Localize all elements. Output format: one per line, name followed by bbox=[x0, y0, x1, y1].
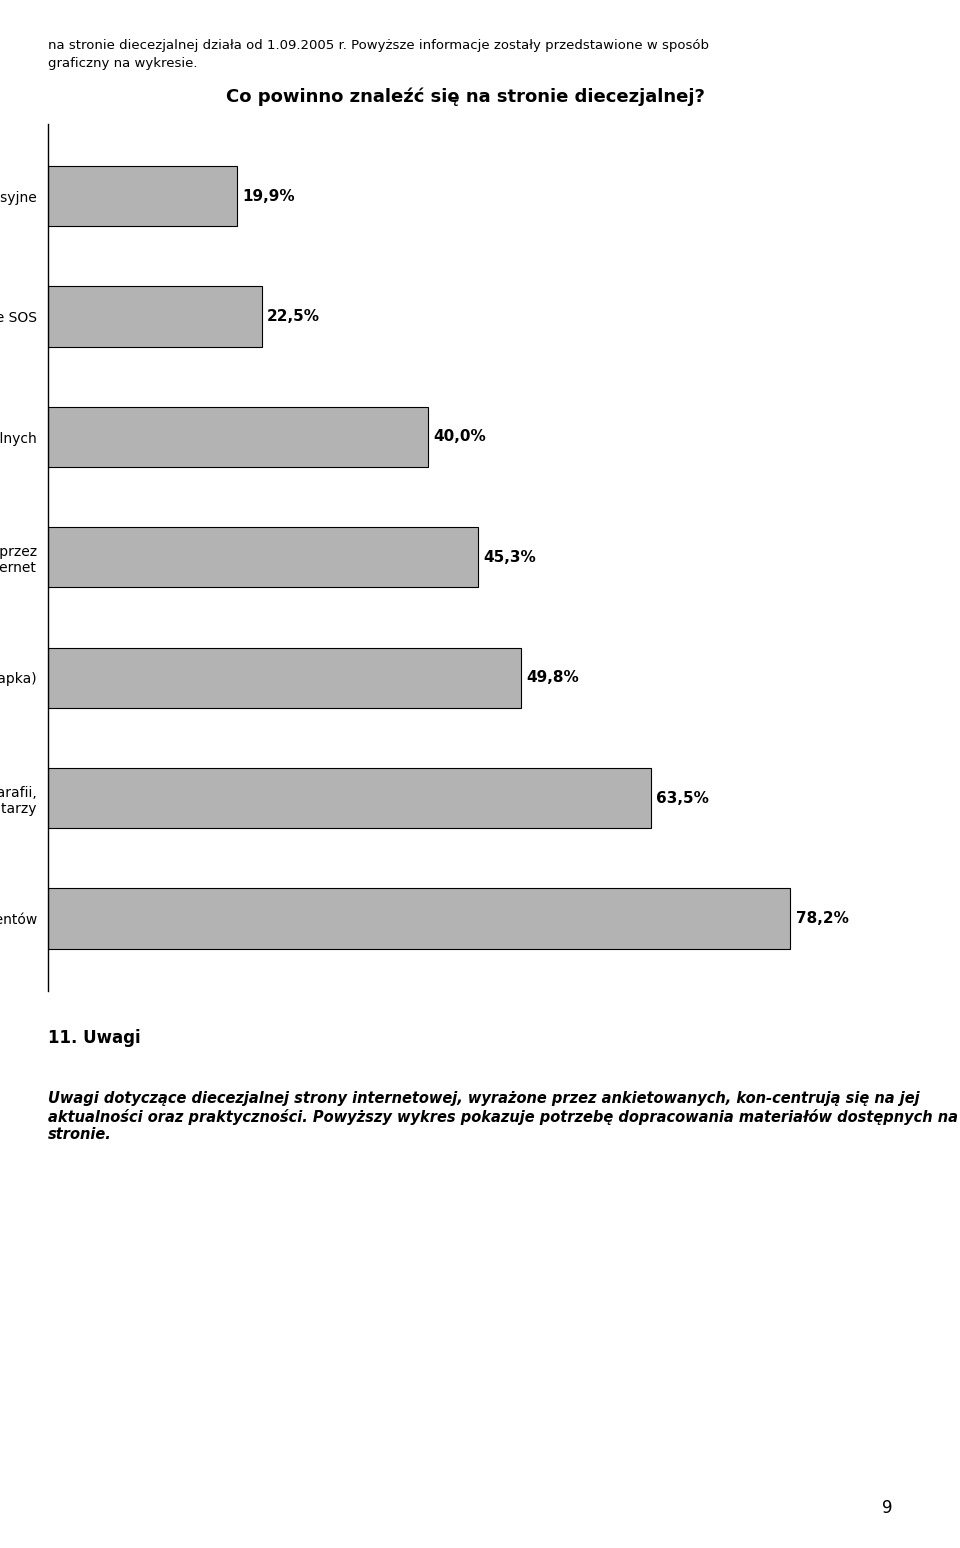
Text: 45,3%: 45,3% bbox=[484, 550, 537, 565]
Text: 63,5%: 63,5% bbox=[657, 791, 709, 805]
Bar bbox=[48, 166, 237, 226]
Title: Co powinno znaleźć się na stronie diecezjalnej?: Co powinno znaleźć się na stronie diecez… bbox=[227, 87, 705, 105]
Text: 11. Uwagi: 11. Uwagi bbox=[48, 1029, 140, 1048]
Text: 40,0%: 40,0% bbox=[433, 429, 486, 444]
Text: 49,8%: 49,8% bbox=[526, 670, 579, 686]
Bar bbox=[48, 528, 478, 587]
Bar bbox=[48, 768, 651, 828]
Text: graficzny na wykresie.: graficzny na wykresie. bbox=[48, 57, 198, 70]
Bar bbox=[48, 286, 261, 347]
Bar bbox=[48, 889, 790, 949]
Text: 78,2%: 78,2% bbox=[796, 910, 849, 926]
Bar bbox=[48, 647, 520, 707]
Text: Uwagi dotyczące diecezjalnej strony internetowej, wyrażone przez ankietowanych, : Uwagi dotyczące diecezjalnej strony inte… bbox=[48, 1091, 958, 1142]
Text: na stronie diecezjalnej działa od 1.09.2005 r. Powyższe informacje zostały przed: na stronie diecezjalnej działa od 1.09.2… bbox=[48, 39, 709, 51]
Text: 19,9%: 19,9% bbox=[243, 189, 295, 204]
Bar bbox=[48, 407, 427, 467]
Text: 9: 9 bbox=[882, 1498, 893, 1517]
Text: 22,5%: 22,5% bbox=[267, 310, 321, 324]
